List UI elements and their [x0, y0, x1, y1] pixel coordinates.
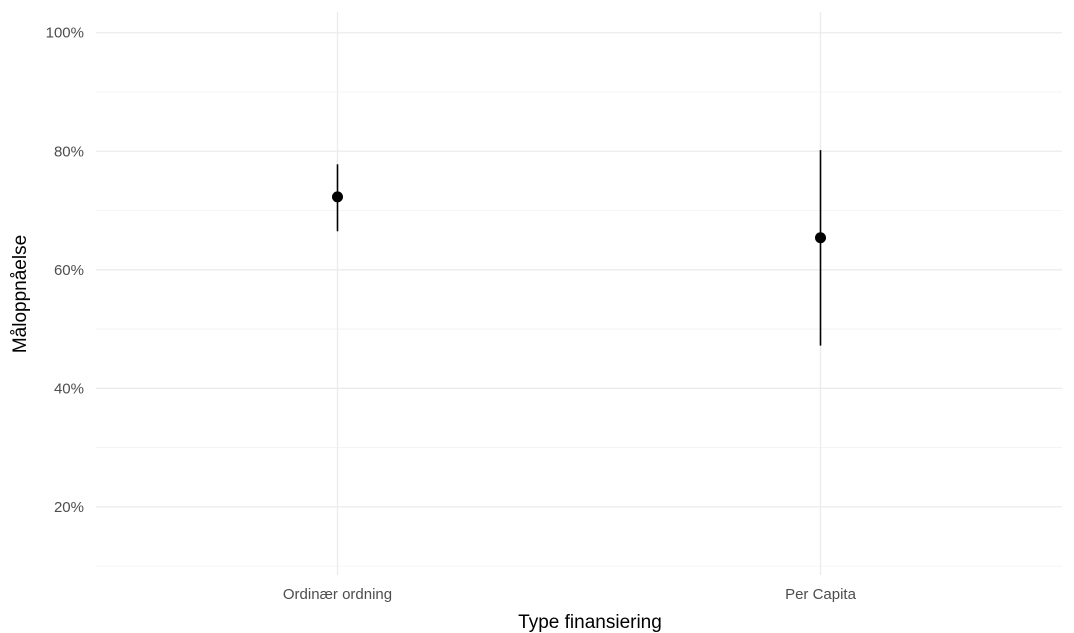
- x-axis-title: Type finansiering: [518, 612, 662, 633]
- y-tick-label: 60%: [54, 262, 84, 279]
- data-point: [815, 232, 826, 243]
- y-tick-label: 40%: [54, 380, 84, 397]
- y-tick-label: 20%: [54, 499, 84, 516]
- tick-labels: 20% 40% 60% 80% 100% Ordinær ordning Per Capit…: [46, 25, 857, 603]
- x-tick-label: Ordinær ordning: [283, 586, 392, 603]
- data-point: [332, 191, 343, 202]
- marks: [332, 150, 826, 346]
- grid: [96, 12, 1062, 575]
- y-axis-title: Måloppnåelse: [10, 235, 31, 353]
- y-tick-label: 80%: [54, 143, 84, 160]
- x-tick-label: Per Capita: [785, 586, 857, 603]
- y-tick-label: 100%: [46, 25, 84, 42]
